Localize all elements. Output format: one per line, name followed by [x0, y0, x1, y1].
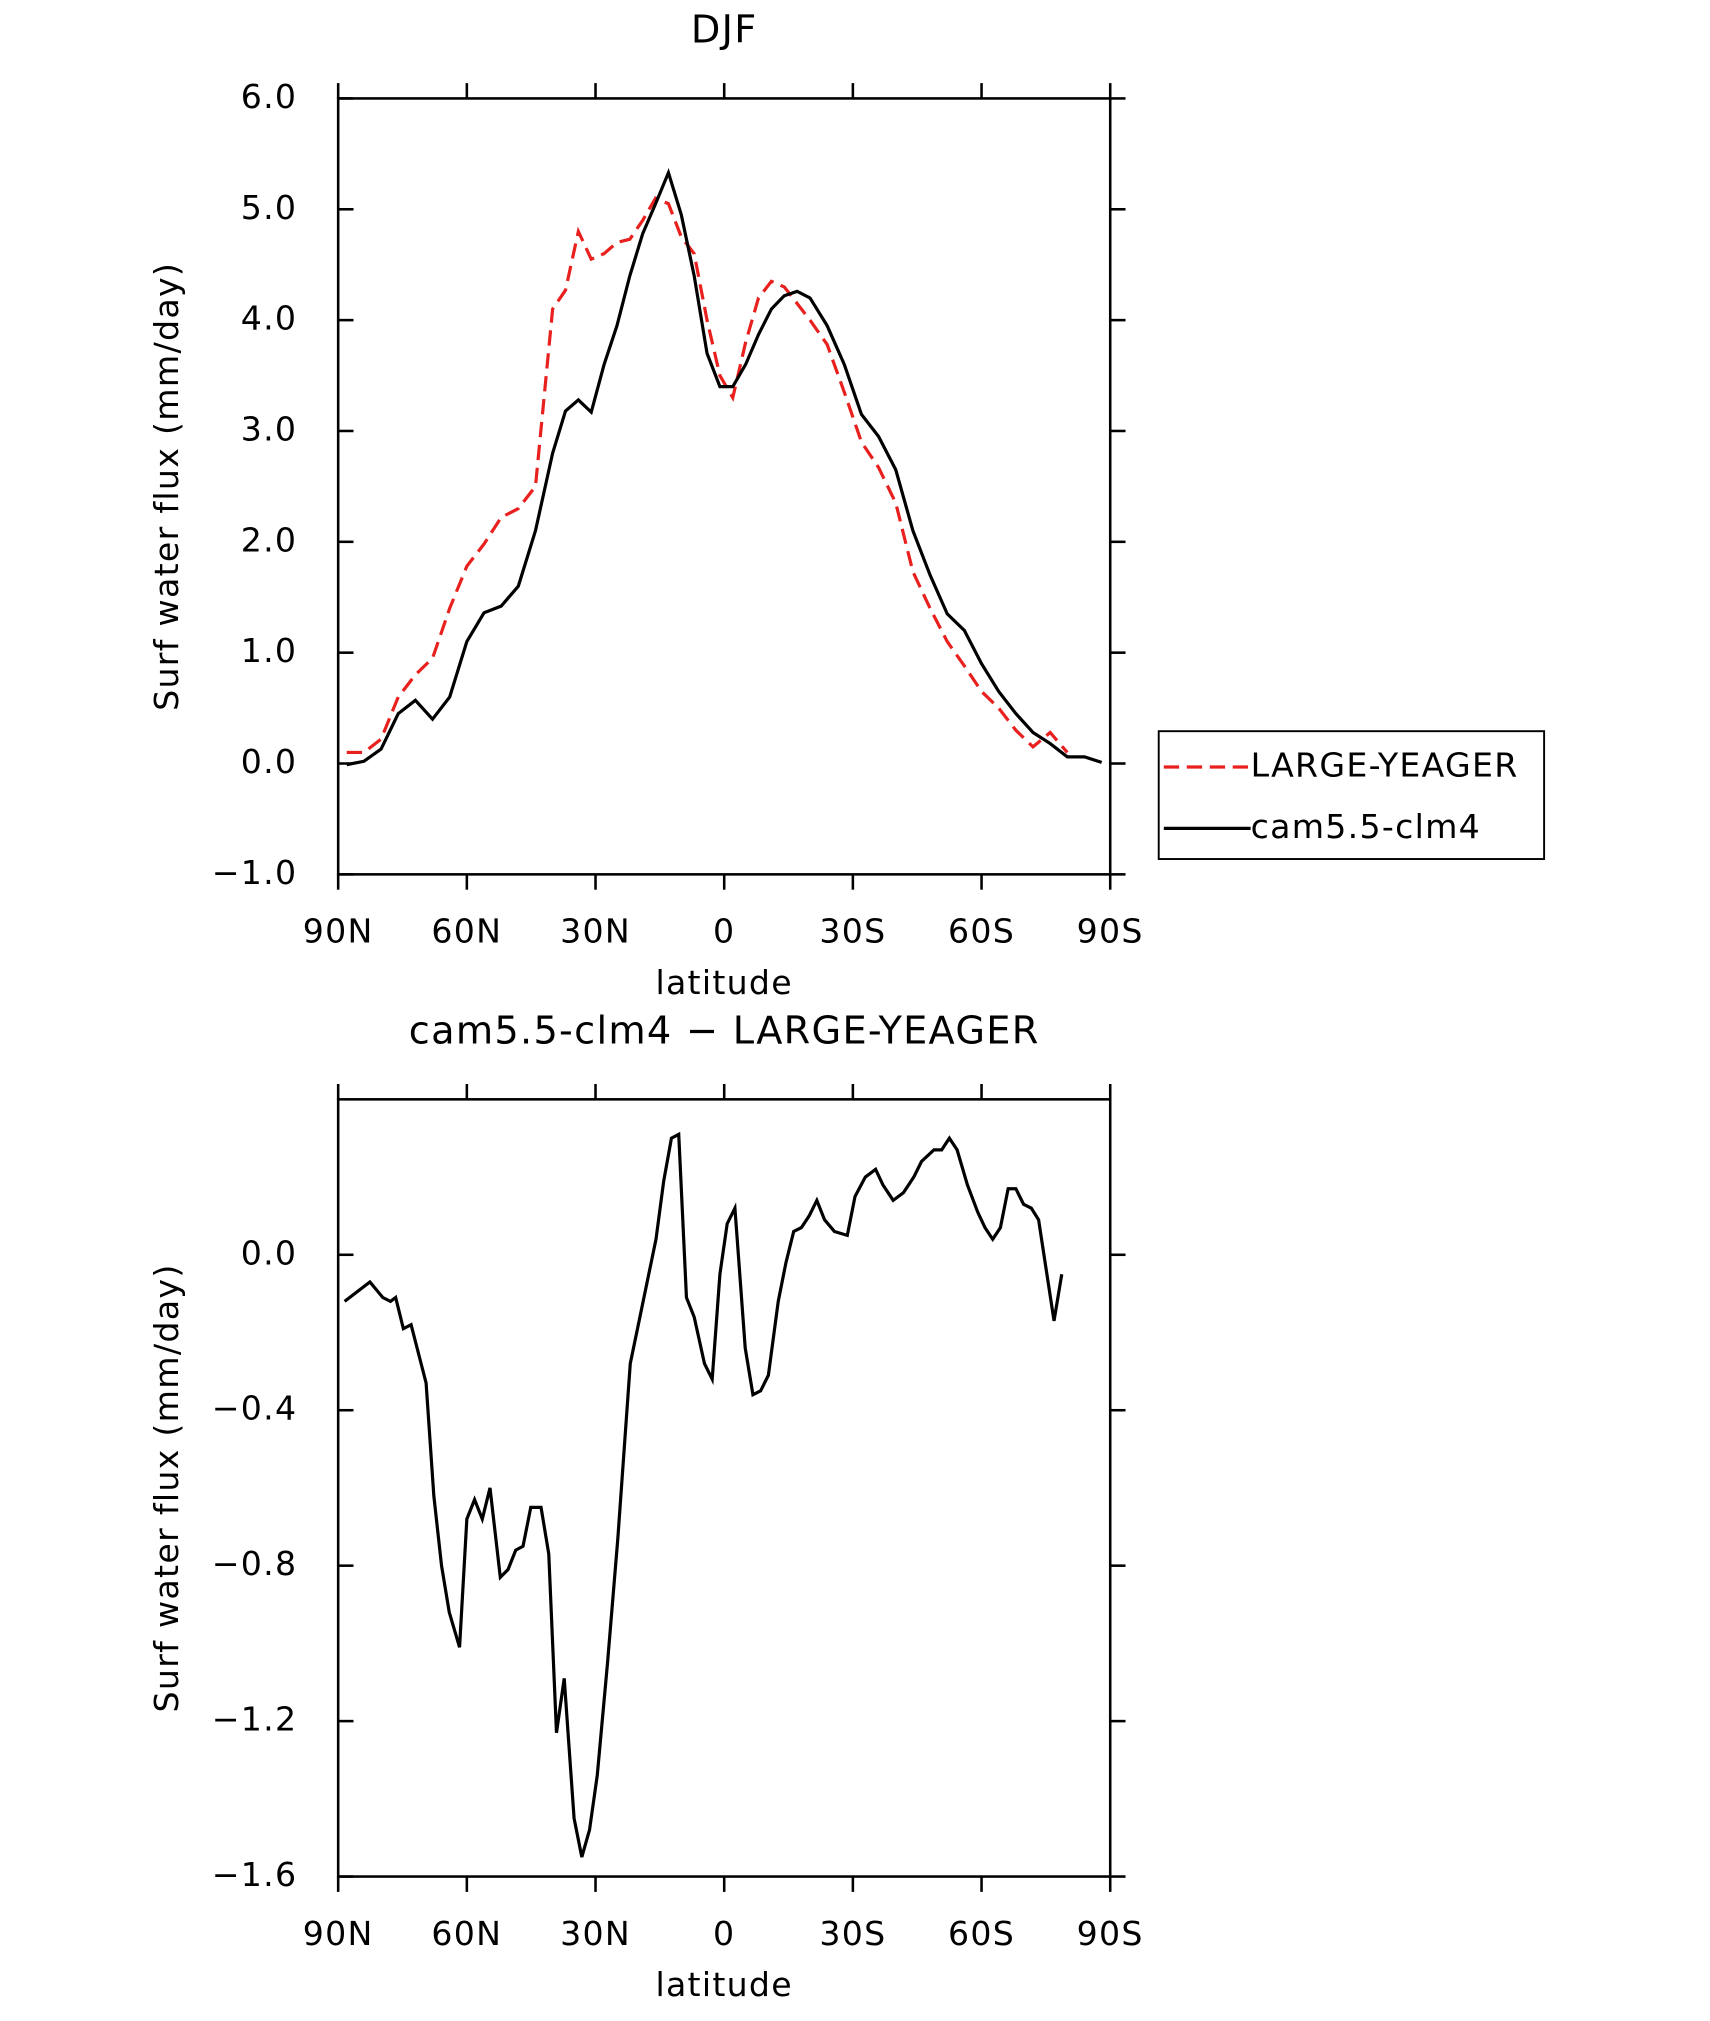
- chart-title: cam5.5-clm4 − LARGE-YEAGER: [409, 1008, 1040, 1053]
- x-tick-label: 60N: [431, 912, 502, 951]
- x-tick-label: 90N: [303, 912, 374, 951]
- y-tick-label: 5.0: [241, 188, 298, 227]
- y-tick-label: 2.0: [241, 520, 298, 559]
- y-tick-label: −1.0: [212, 853, 298, 892]
- legend-label: cam5.5-clm4: [1251, 807, 1481, 846]
- y-tick-label: −1.2: [212, 1700, 298, 1739]
- plot-frame: [336, 97, 1112, 876]
- y-tick-label: 6.0: [241, 77, 298, 116]
- y-tick-label: −0.8: [212, 1544, 298, 1583]
- x-axis-label: latitude: [655, 963, 792, 1002]
- x-tick-label: 30N: [560, 1914, 631, 1953]
- data-line: [343, 1131, 1064, 1858]
- y-tick-label: 4.0: [241, 299, 298, 338]
- y-axis-label: Surf water flux (mm/day): [147, 1263, 186, 1712]
- data-line: [346, 167, 1103, 767]
- chart-title: DJF: [691, 7, 758, 52]
- x-tick-label: 30S: [819, 1914, 886, 1953]
- y-tick-label: −0.4: [212, 1389, 298, 1428]
- x-tick-label: 30N: [560, 912, 631, 951]
- x-tick-label: 90S: [1077, 912, 1144, 951]
- x-tick-label: 60S: [948, 912, 1015, 951]
- plot-frame: [336, 1098, 1112, 1878]
- y-tick-label: 1.0: [241, 631, 298, 670]
- x-tick-label: 60S: [948, 1914, 1015, 1953]
- x-tick-label: 90N: [303, 1914, 374, 1953]
- y-tick-label: 0.0: [241, 742, 298, 781]
- x-tick-label: 60N: [431, 1914, 502, 1953]
- y-tick-label: −1.6: [212, 1855, 298, 1894]
- legend-box: [1157, 730, 1546, 860]
- x-tick-label: 90S: [1077, 1914, 1144, 1953]
- y-axis-label: Surf water flux (mm/day): [147, 262, 186, 711]
- x-tick-label: 30S: [819, 912, 886, 951]
- y-tick-label: 3.0: [241, 409, 298, 448]
- x-tick-label: 0: [713, 1914, 735, 1953]
- legend-label: LARGE-YEAGER: [1251, 745, 1519, 784]
- data-line: [346, 196, 1069, 755]
- y-tick-label: 0.0: [241, 1233, 298, 1272]
- x-tick-label: 0: [713, 912, 735, 951]
- x-axis-label: latitude: [655, 1965, 792, 2004]
